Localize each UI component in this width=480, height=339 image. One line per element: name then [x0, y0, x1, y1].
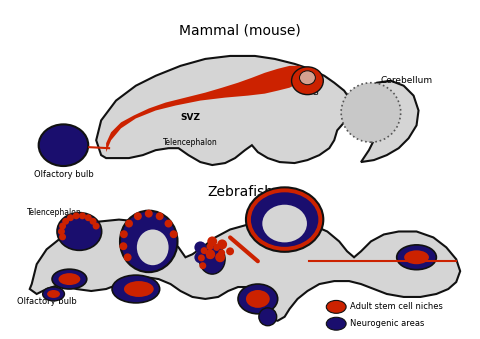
Ellipse shape [396, 245, 436, 270]
Polygon shape [30, 220, 460, 321]
Circle shape [198, 255, 205, 261]
Ellipse shape [291, 67, 324, 95]
Circle shape [206, 243, 214, 250]
Circle shape [85, 214, 92, 221]
Ellipse shape [59, 273, 80, 285]
Text: Olfactory bulb: Olfactory bulb [17, 297, 77, 306]
Ellipse shape [251, 192, 318, 247]
Circle shape [58, 228, 65, 235]
Circle shape [156, 212, 164, 220]
Circle shape [93, 223, 99, 230]
Ellipse shape [246, 187, 324, 252]
Circle shape [205, 250, 215, 259]
Text: Cerebellum: Cerebellum [381, 76, 433, 85]
Circle shape [170, 230, 178, 238]
Text: SVZ: SVZ [180, 113, 201, 122]
Circle shape [194, 241, 206, 253]
Ellipse shape [262, 205, 307, 242]
Ellipse shape [52, 269, 87, 289]
Ellipse shape [137, 230, 168, 265]
Circle shape [259, 308, 276, 326]
Circle shape [215, 252, 225, 262]
Circle shape [90, 218, 96, 225]
Ellipse shape [124, 281, 154, 297]
Circle shape [134, 212, 142, 220]
Circle shape [204, 259, 213, 269]
Ellipse shape [47, 290, 60, 298]
Text: Telencephalon: Telencephalon [163, 138, 217, 147]
Circle shape [199, 262, 206, 269]
Circle shape [213, 244, 220, 251]
Text: Adult stem cell niches: Adult stem cell niches [350, 302, 443, 311]
Text: Cerebellum: Cerebellum [253, 207, 302, 216]
Circle shape [207, 236, 217, 246]
Polygon shape [106, 66, 310, 152]
Ellipse shape [238, 284, 278, 314]
Ellipse shape [199, 244, 225, 274]
Text: Neurogenic areas: Neurogenic areas [350, 319, 424, 328]
Circle shape [145, 210, 153, 218]
Circle shape [217, 239, 227, 250]
Ellipse shape [112, 275, 160, 303]
Text: Zebrafish: Zebrafish [207, 185, 273, 199]
Circle shape [125, 220, 133, 227]
Circle shape [59, 223, 66, 230]
Text: DG: DG [305, 88, 319, 97]
Circle shape [165, 220, 172, 227]
Circle shape [120, 230, 128, 238]
Ellipse shape [39, 124, 88, 166]
Ellipse shape [404, 250, 429, 264]
Circle shape [194, 251, 206, 263]
Polygon shape [96, 56, 419, 165]
Circle shape [79, 213, 86, 219]
Circle shape [73, 213, 80, 219]
Circle shape [124, 253, 132, 261]
Circle shape [62, 218, 69, 225]
Circle shape [59, 234, 66, 240]
Text: Olfactory bulb: Olfactory bulb [34, 170, 93, 179]
Ellipse shape [300, 71, 315, 85]
Circle shape [218, 250, 225, 256]
Ellipse shape [326, 300, 346, 313]
Circle shape [201, 247, 207, 254]
Text: Telencephalon: Telencephalon [27, 208, 82, 217]
Text: Mammal (mouse): Mammal (mouse) [179, 23, 301, 37]
Ellipse shape [341, 83, 401, 142]
Ellipse shape [57, 213, 102, 250]
Circle shape [67, 214, 74, 221]
Ellipse shape [246, 290, 270, 308]
Ellipse shape [43, 287, 64, 301]
Circle shape [226, 247, 234, 255]
Circle shape [120, 242, 127, 250]
Ellipse shape [120, 211, 178, 272]
Ellipse shape [326, 317, 346, 330]
